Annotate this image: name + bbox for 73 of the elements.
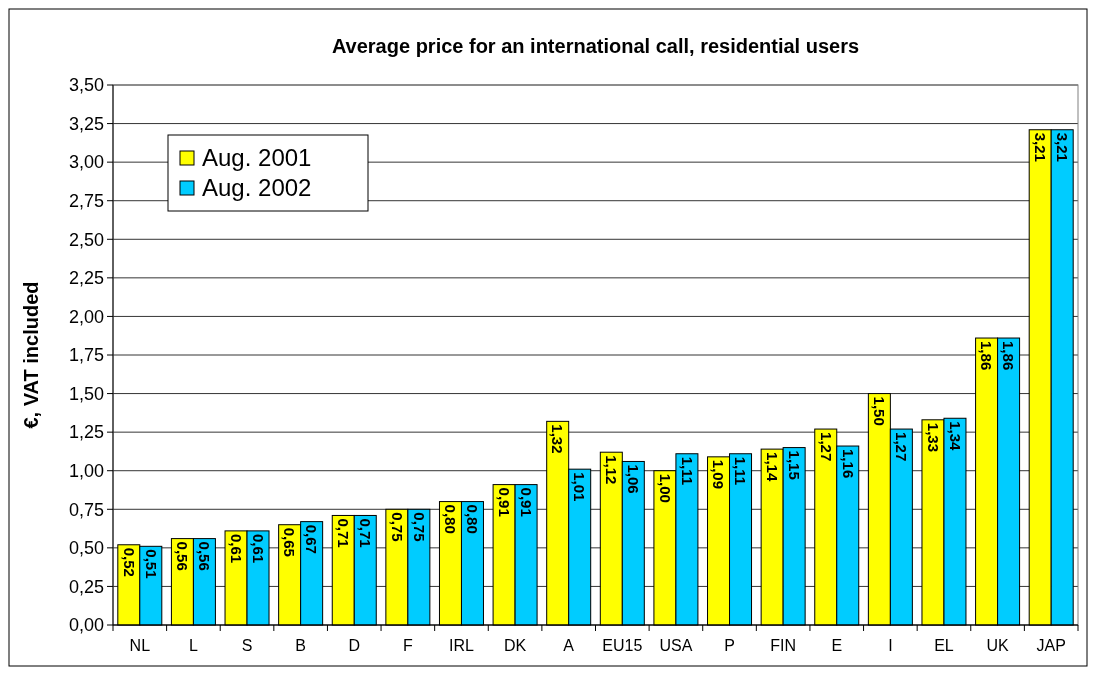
y-tick-label: 2,00 <box>68 306 104 327</box>
data-label: 3,21 <box>1031 132 1049 162</box>
x-tick-label: D <box>348 637 361 654</box>
y-tick-label: 0,75 <box>68 499 104 520</box>
data-label: 0,71 <box>357 518 374 548</box>
x-tick-label: B <box>295 637 306 654</box>
data-label: 0,56 <box>196 541 214 571</box>
data-label: 0,65 <box>281 527 299 557</box>
y-tick-label: 0,50 <box>68 538 104 559</box>
data-label: 0,67 <box>303 524 321 554</box>
x-tick-label: E <box>831 637 843 654</box>
y-tick-label: 3,25 <box>68 113 104 134</box>
data-label: 1,09 <box>710 459 728 490</box>
legend-label: Aug. 2002 <box>202 174 312 202</box>
x-tick-label: NL <box>129 637 151 654</box>
data-label: 0,52 <box>120 547 138 577</box>
data-label: 0,61 <box>227 533 245 564</box>
x-tick-label: I <box>888 637 893 654</box>
x-tick-label: UK <box>986 637 1010 654</box>
y-tick-label: 0,25 <box>68 576 104 597</box>
x-tick-label: F <box>402 637 413 654</box>
y-tick-label: 2,50 <box>68 229 104 250</box>
data-label: 0,75 <box>410 512 428 542</box>
y-tick-label: 0,00 <box>68 615 104 636</box>
x-tick-label: JAP <box>1036 637 1066 654</box>
x-tick-label: EU15 <box>602 637 643 654</box>
data-label: 0,80 <box>464 504 482 534</box>
data-label: 0,71 <box>335 518 352 548</box>
data-label: 1,27 <box>893 432 911 462</box>
x-tick-label: IRL <box>449 637 475 654</box>
x-tick-label: DK <box>503 637 527 654</box>
data-label: 0,91 <box>517 487 535 517</box>
y-tick-label: 1,75 <box>68 345 104 366</box>
y-tick-label: 1,50 <box>68 383 104 404</box>
data-label: 1,86 <box>1000 341 1018 371</box>
x-tick-label: USA <box>659 637 693 654</box>
legend-label: Aug. 2001 <box>202 144 312 172</box>
data-label: 1,27 <box>817 432 835 462</box>
data-label: 1,33 <box>924 422 942 452</box>
y-axis-title: €, VAT included <box>20 281 42 429</box>
data-label: 1,00 <box>656 473 674 503</box>
x-tick-label: S <box>241 637 253 654</box>
data-label: 0,80 <box>442 504 460 534</box>
data-label: 0,51 <box>142 549 160 579</box>
y-tick-label: 1,25 <box>68 422 104 443</box>
y-tick-label: 2,25 <box>68 268 104 289</box>
x-tick-label: A <box>563 637 575 654</box>
data-label: 1,11 <box>732 456 750 486</box>
data-label: 1,50 <box>871 396 889 426</box>
data-label: 1,15 <box>785 450 803 480</box>
data-label: 1,11 <box>678 456 696 486</box>
data-label: 1,12 <box>603 455 621 485</box>
chart-title: Average price for an international call, residential users <box>331 35 860 57</box>
data-label: 1,32 <box>549 424 567 454</box>
x-tick-label: EL <box>934 637 954 654</box>
x-tick-label: L <box>188 637 198 654</box>
y-tick-label: 3,50 <box>68 75 104 96</box>
data-label: 1,86 <box>978 341 996 371</box>
y-tick-label: 1,00 <box>68 461 104 482</box>
y-tick-label: 2,75 <box>68 191 104 212</box>
data-label: 1,01 <box>571 472 589 502</box>
data-label: 1,34 <box>946 421 964 452</box>
data-label: 1,16 <box>839 449 857 479</box>
data-label: 0,75 <box>388 512 406 542</box>
x-tick-label: P <box>724 637 735 654</box>
data-label: 0,91 <box>495 487 513 517</box>
data-label: 1,06 <box>625 464 643 494</box>
data-label: 0,61 <box>249 533 267 564</box>
data-label: 3,21 <box>1053 132 1071 162</box>
x-tick-label: FIN <box>770 637 797 654</box>
data-label: 0,56 <box>174 541 192 571</box>
y-tick-label: 3,00 <box>68 152 104 173</box>
data-label: 1,14 <box>763 452 781 482</box>
